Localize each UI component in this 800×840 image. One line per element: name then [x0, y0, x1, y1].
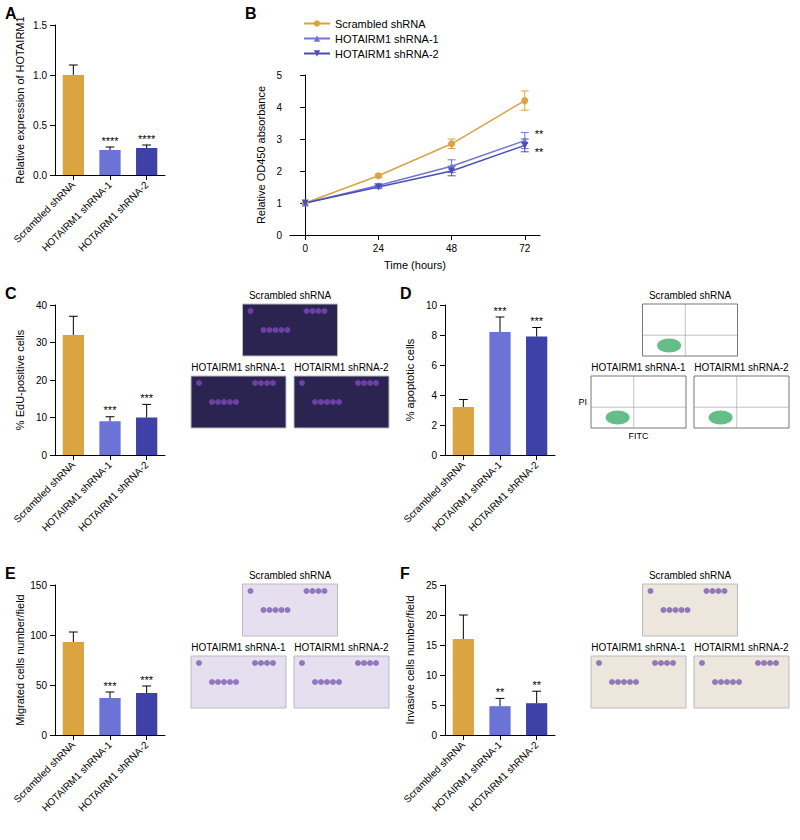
svg-text:20: 20 [36, 375, 48, 386]
svg-text:HOTAIRM1 shRNA-2: HOTAIRM1 shRNA-2 [694, 642, 789, 653]
svg-text:Time (hours): Time (hours) [384, 259, 446, 271]
svg-text:HOTAIRM1 shRNA-1: HOTAIRM1 shRNA-1 [335, 33, 439, 45]
svg-text:HOTAIRM1 shRNA-1: HOTAIRM1 shRNA-1 [591, 642, 686, 653]
svg-text:HOTAIRM1 shRNA-2: HOTAIRM1 shRNA-2 [466, 459, 541, 534]
svg-text:8: 8 [431, 330, 437, 341]
svg-text:****: **** [101, 135, 119, 147]
svg-text:5: 5 [276, 70, 282, 81]
svg-text:Invasive cells number/field: Invasive cells number/field [404, 595, 416, 724]
svg-text:% apoptotic cells: % apoptotic cells [404, 338, 416, 421]
svg-text:HOTAIRM1 shRNA-1: HOTAIRM1 shRNA-1 [40, 739, 115, 814]
svg-text:24: 24 [373, 243, 385, 254]
svg-text:% EdU-positive cells: % EdU-positive cells [14, 329, 26, 430]
svg-text:***: *** [104, 404, 118, 416]
svg-text:5: 5 [431, 700, 437, 711]
svg-text:72: 72 [519, 243, 531, 254]
svg-text:HOTAIRM1 shRNA-1: HOTAIRM1 shRNA-1 [191, 642, 286, 653]
svg-text:HOTAIRM1 shRNA-2: HOTAIRM1 shRNA-2 [76, 459, 151, 534]
svg-text:Migrated cells number/field: Migrated cells number/field [14, 594, 26, 725]
svg-text:Scrambled shRNA: Scrambled shRNA [11, 459, 77, 525]
svg-text:HOTAIRM1 shRNA-2: HOTAIRM1 shRNA-2 [294, 642, 389, 653]
svg-text:100: 100 [30, 630, 47, 641]
svg-text:25: 25 [426, 580, 438, 591]
svg-text:50: 50 [36, 680, 48, 691]
svg-text:1: 1 [276, 198, 282, 209]
svg-text:10: 10 [426, 300, 438, 311]
svg-text:40: 40 [36, 300, 48, 311]
svg-text:10: 10 [426, 670, 438, 681]
svg-text:***: *** [494, 305, 508, 317]
svg-text:1.5: 1.5 [33, 20, 47, 31]
svg-text:0: 0 [276, 230, 282, 241]
svg-text:Scrambled shRNA: Scrambled shRNA [401, 739, 467, 805]
svg-text:10: 10 [36, 412, 48, 423]
svg-text:1.0: 1.0 [33, 70, 47, 81]
svg-text:Scrambled shRNA: Scrambled shRNA [649, 290, 732, 301]
svg-text:0: 0 [41, 730, 47, 741]
svg-text:0: 0 [302, 243, 308, 254]
svg-text:HOTAIRM1 shRNA-2: HOTAIRM1 shRNA-2 [76, 179, 151, 254]
svg-text:HOTAIRM1 shRNA-2: HOTAIRM1 shRNA-2 [694, 362, 789, 373]
svg-text:HOTAIRM1 shRNA-2: HOTAIRM1 shRNA-2 [294, 362, 389, 373]
svg-text:0.0: 0.0 [33, 170, 47, 181]
svg-text:150: 150 [30, 580, 47, 591]
svg-text:PI: PI [578, 397, 587, 407]
svg-text:Scrambled shRNA: Scrambled shRNA [11, 179, 77, 245]
svg-text:HOTAIRM1 shRNA-2: HOTAIRM1 shRNA-2 [335, 48, 439, 60]
svg-text:E: E [5, 565, 16, 582]
svg-text:***: *** [140, 674, 154, 686]
svg-text:Scrambled shRNA: Scrambled shRNA [649, 570, 732, 581]
svg-text:0.5: 0.5 [33, 120, 47, 131]
svg-text:0: 0 [41, 450, 47, 461]
svg-text:3: 3 [276, 134, 282, 145]
svg-text:**: ** [535, 146, 544, 158]
svg-text:Relative expression of HOTAIRM: Relative expression of HOTAIRM1 [14, 16, 26, 183]
svg-text:0: 0 [431, 450, 437, 461]
svg-text:Scrambled shRNA: Scrambled shRNA [249, 570, 332, 581]
svg-text:Scrambled shRNA: Scrambled shRNA [401, 459, 467, 525]
svg-text:30: 30 [36, 337, 48, 348]
svg-text:HOTAIRM1 shRNA-2: HOTAIRM1 shRNA-2 [76, 739, 151, 814]
svg-text:4: 4 [431, 390, 437, 401]
svg-text:6: 6 [431, 360, 437, 371]
svg-text:0: 0 [431, 730, 437, 741]
svg-text:HOTAIRM1 shRNA-1: HOTAIRM1 shRNA-1 [40, 179, 115, 254]
svg-text:B: B [245, 5, 257, 22]
svg-text:HOTAIRM1 shRNA-1: HOTAIRM1 shRNA-1 [191, 362, 286, 373]
svg-text:**: ** [532, 679, 541, 691]
svg-text:48: 48 [446, 243, 458, 254]
svg-text:2: 2 [431, 420, 437, 431]
svg-text:D: D [400, 285, 412, 302]
svg-text:**: ** [535, 128, 544, 140]
svg-text:15: 15 [426, 640, 438, 651]
svg-text:F: F [400, 565, 410, 582]
svg-text:4: 4 [276, 102, 282, 113]
svg-text:HOTAIRM1 shRNA-2: HOTAIRM1 shRNA-2 [466, 739, 541, 814]
svg-text:Scrambled shRNA: Scrambled shRNA [335, 18, 426, 30]
svg-text:****: **** [138, 133, 156, 145]
svg-text:Relative OD450 absorbance: Relative OD450 absorbance [255, 86, 267, 224]
svg-text:HOTAIRM1 shRNA-1: HOTAIRM1 shRNA-1 [430, 739, 505, 814]
svg-text:HOTAIRM1 shRNA-1: HOTAIRM1 shRNA-1 [40, 459, 115, 534]
svg-text:HOTAIRM1 shRNA-1: HOTAIRM1 shRNA-1 [430, 459, 505, 534]
svg-text:HOTAIRM1 shRNA-1: HOTAIRM1 shRNA-1 [591, 362, 686, 373]
svg-text:A: A [5, 4, 17, 22]
svg-text:Scrambled shRNA: Scrambled shRNA [249, 290, 332, 301]
svg-text:**: ** [496, 686, 505, 698]
svg-text:C: C [5, 285, 17, 302]
svg-text:***: *** [140, 392, 154, 404]
svg-text:Scrambled shRNA: Scrambled shRNA [11, 739, 77, 805]
svg-text:20: 20 [426, 610, 438, 621]
svg-text:***: *** [104, 680, 118, 692]
svg-text:***: *** [530, 315, 544, 327]
svg-text:2: 2 [276, 166, 282, 177]
svg-text:FITC: FITC [629, 431, 649, 441]
